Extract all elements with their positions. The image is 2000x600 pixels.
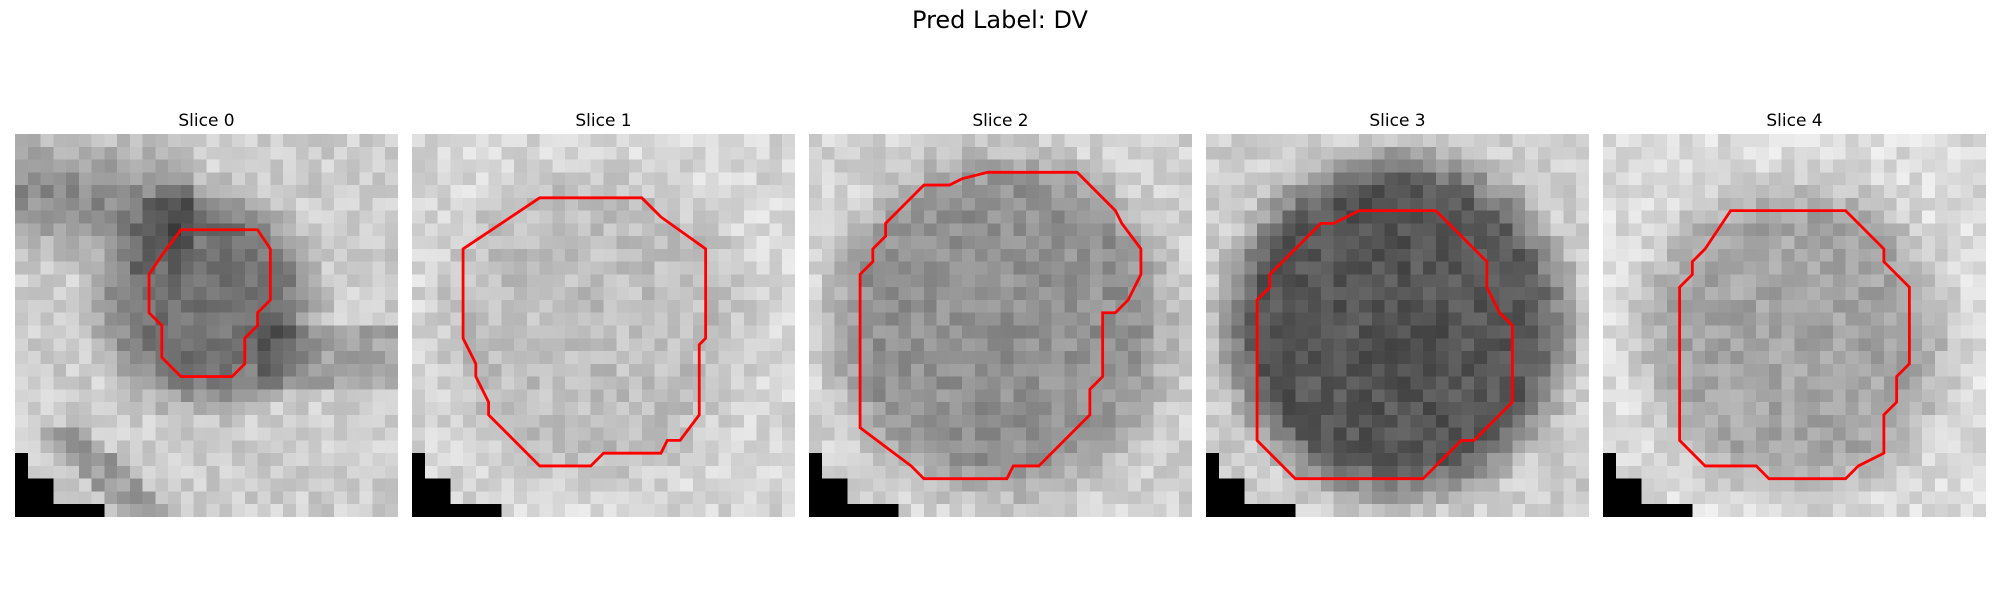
slice-title: Slice 0 (178, 111, 235, 131)
slice-image (15, 134, 398, 517)
slice-panel-0: Slice 0 (15, 108, 398, 517)
slice-title: Slice 3 (1369, 111, 1426, 131)
slice-image (412, 134, 795, 517)
slice-image (1206, 134, 1589, 517)
slice-image (1603, 134, 1986, 517)
slice-panel-1: Slice 1 (412, 108, 795, 517)
segmentation-contour (461, 196, 708, 468)
figure-title: Pred Label: DV (912, 6, 1088, 34)
slice-panel-4: Slice 4 (1603, 108, 1986, 517)
segmentation-contour (147, 228, 272, 378)
slice-title: Slice 1 (575, 111, 632, 131)
segmentation-contour (858, 170, 1143, 481)
slice-panel-3: Slice 3 (1206, 108, 1589, 517)
segmentation-contour (1255, 209, 1514, 481)
slice-title: Slice 4 (1766, 111, 1823, 131)
slice-panel-2: Slice 2 (809, 108, 1192, 517)
slice-title: Slice 2 (972, 111, 1029, 131)
slice-image (809, 134, 1192, 517)
segmentation-contour (1678, 209, 1911, 481)
